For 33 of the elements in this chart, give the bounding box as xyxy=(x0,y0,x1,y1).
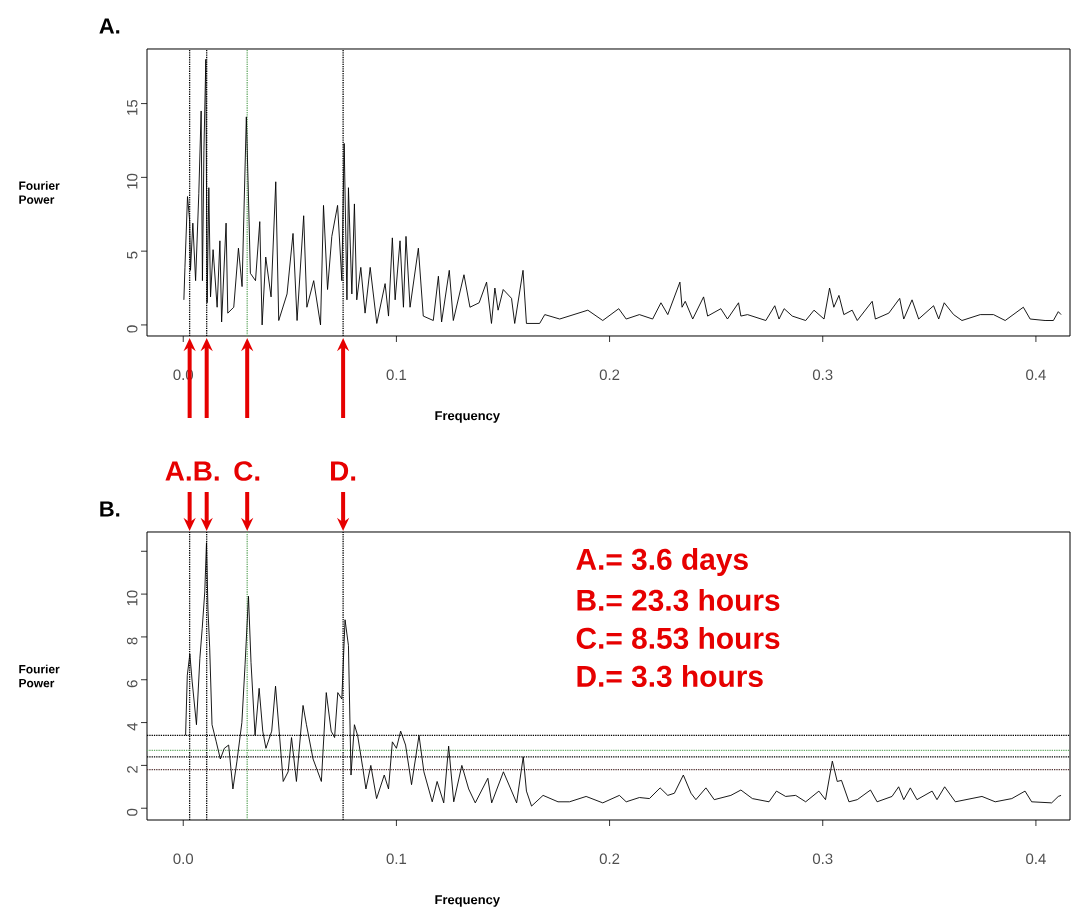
chart-title: A. xyxy=(99,18,120,34)
y-tick-label: 10 xyxy=(126,590,138,606)
annotation: C.= 8.53 hours xyxy=(576,626,780,649)
ref-line-label: C. xyxy=(234,461,260,481)
y-tick-label: 6 xyxy=(126,680,138,688)
y-axis-title: Fourier Power xyxy=(19,664,60,688)
annotation: B.= 23.3 hours xyxy=(577,588,780,611)
y-tick-label: 8 xyxy=(126,637,138,645)
y-tick-label: 10 xyxy=(126,173,138,189)
chart-title: B. xyxy=(100,501,120,517)
y-tick-label: 4 xyxy=(127,722,138,731)
x-tick-label: 0.2 xyxy=(599,369,620,381)
x-tick-label: 0.0 xyxy=(173,853,194,865)
y-tick-label: 15 xyxy=(127,99,138,115)
annotation: A.= 3.6 days xyxy=(576,548,748,576)
x-axis-title: Frequency xyxy=(435,895,500,907)
x-tick-label: 0.3 xyxy=(812,369,833,381)
y-tick-label: 0 xyxy=(126,808,138,816)
x-tick-label: 0.4 xyxy=(1026,853,1046,865)
ref-line-label: D. xyxy=(331,461,356,481)
annotation: D.= 3.3 hours xyxy=(577,665,763,687)
y-tick-label: 2 xyxy=(127,765,138,773)
x-tick-label: 0.1 xyxy=(386,369,407,381)
y-tick-label: 5 xyxy=(127,251,138,259)
x-tick-label: 0.2 xyxy=(599,853,620,865)
x-axis-title: Frequency xyxy=(435,411,500,423)
ref-line-label: B. xyxy=(194,461,219,481)
y-axis-title: Fourier Power xyxy=(19,181,60,204)
x-tick-label: 0.1 xyxy=(386,853,407,865)
x-tick-label: 0.3 xyxy=(812,853,833,865)
y-tick-label: 0 xyxy=(126,325,138,333)
ref-line-label: A. xyxy=(165,461,191,481)
x-tick-label: 0.4 xyxy=(1026,369,1046,381)
